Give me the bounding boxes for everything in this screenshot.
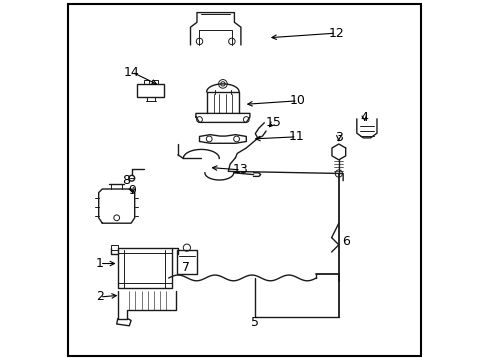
Text: 1: 1	[96, 257, 103, 270]
Text: 11: 11	[288, 130, 304, 143]
Text: 10: 10	[289, 94, 305, 107]
Text: 2: 2	[96, 291, 103, 303]
Text: 13: 13	[233, 163, 248, 176]
Text: 5: 5	[251, 316, 259, 329]
Text: 7: 7	[182, 261, 189, 274]
Bar	[177, 250, 196, 274]
Text: 12: 12	[328, 27, 344, 40]
Text: 6: 6	[342, 235, 349, 248]
Text: 15: 15	[265, 116, 281, 129]
Bar	[143, 80, 149, 84]
Text: 9: 9	[128, 184, 136, 197]
Text: 8: 8	[122, 174, 129, 186]
Text: 4: 4	[360, 111, 367, 123]
Text: 3: 3	[334, 131, 342, 144]
Bar	[137, 84, 164, 97]
Bar	[152, 80, 158, 84]
Bar	[111, 245, 118, 250]
Text: 14: 14	[123, 66, 140, 78]
